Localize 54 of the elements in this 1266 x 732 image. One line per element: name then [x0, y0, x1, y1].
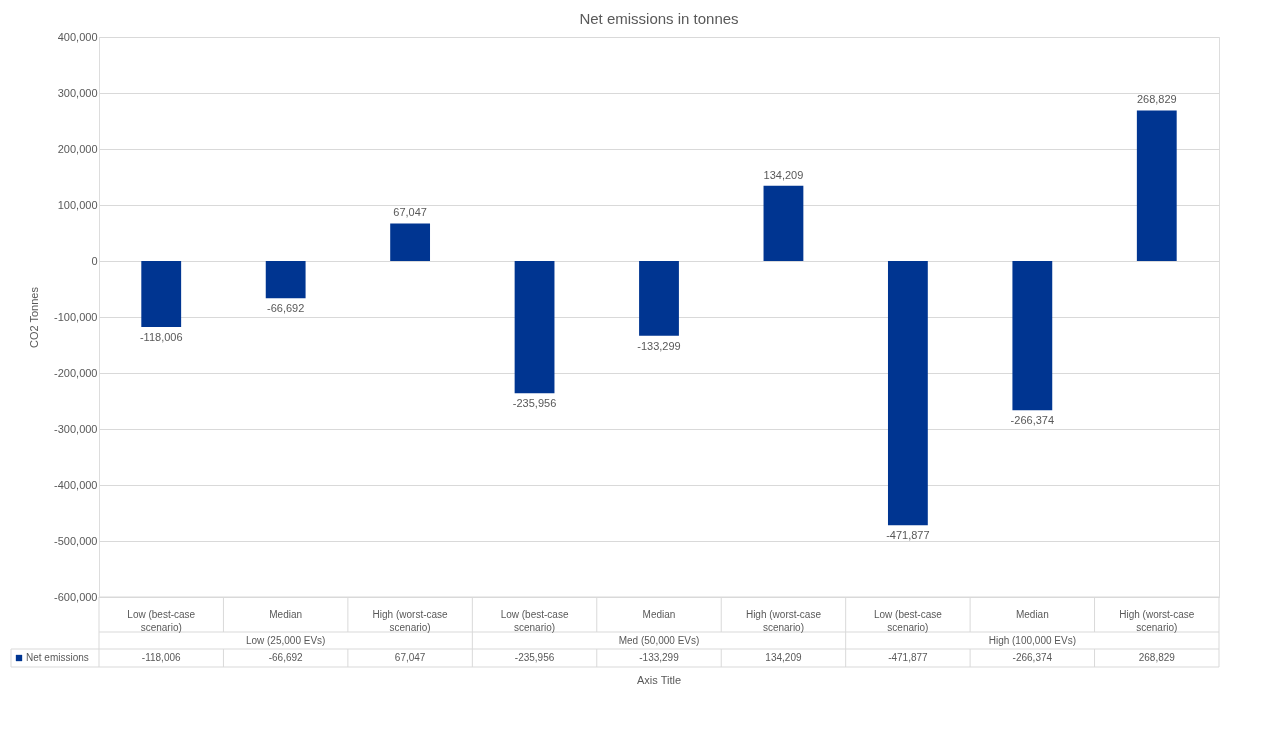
text: -266,374 — [1010, 414, 1055, 427]
x-tick-label: Low (best-case scenario) — [500, 608, 569, 633]
text: -471,877 — [886, 529, 930, 542]
y-tick-label: 400,000 — [57, 30, 98, 43]
y-tick-label: 0 — [91, 254, 98, 267]
data-label: -235,956 — [514, 652, 555, 663]
text: -235,956 — [512, 397, 557, 410]
y-tick-label: -600,000 — [54, 590, 98, 603]
data-label: 268,829 — [1138, 652, 1176, 663]
x-tick-label: Median — [642, 608, 676, 620]
bar — [390, 223, 431, 261]
bar — [265, 261, 306, 299]
y-tick-label: -100,000 — [54, 310, 98, 323]
text: 268,829 — [1136, 93, 1177, 106]
data-label: 134,209 — [765, 652, 802, 663]
y-tick-label: 200,000 — [57, 142, 98, 155]
text: 67,047 — [393, 206, 427, 219]
bar — [887, 261, 928, 526]
x-tick-label: High (worst-case scenario) — [1119, 608, 1195, 633]
text: Med (50,000 EVs) — [618, 634, 700, 646]
legend-label: Net emissions — [26, 652, 89, 663]
text: High (100,000 EVs) — [988, 634, 1076, 646]
x-tick-label: Median — [1015, 608, 1049, 620]
bar — [763, 185, 804, 261]
y-tick-label: -300,000 — [54, 422, 98, 435]
y-tick-label: -500,000 — [54, 534, 98, 547]
x-tick-label: High (worst-case scenario) — [372, 608, 449, 633]
y-tick-label: -400,000 — [54, 478, 98, 491]
bar — [639, 261, 679, 336]
data-label: -266,374 — [1012, 652, 1053, 663]
text: -66,692 — [267, 302, 305, 315]
x-tick-label: Low (best-case scenario) — [873, 608, 943, 633]
x-tick-label: High (worst-case scenario) — [745, 608, 822, 633]
chart-title: Net emissions in tonnes — [579, 10, 739, 27]
y-tick-label: -200,000 — [54, 366, 98, 379]
data-label: -471,877 — [888, 652, 929, 663]
x-tick-label: Median — [269, 608, 303, 620]
x-axis-title: Axis Title — [636, 674, 682, 686]
data-label: 67,047 — [394, 652, 426, 663]
bar — [1136, 110, 1177, 261]
text: Low (25,000 EVs) — [245, 634, 326, 646]
bar — [1012, 261, 1053, 411]
bar — [141, 261, 182, 328]
x-tick-label: Low (best-case scenario) — [127, 608, 196, 633]
data-label: -118,006 — [141, 652, 182, 663]
y-tick-label: 300,000 — [57, 86, 98, 99]
y-tick-label: 100,000 — [57, 198, 98, 211]
data-label: -66,692 — [268, 652, 304, 663]
text: 134,209 — [763, 168, 804, 181]
text: -118,006 — [139, 331, 183, 344]
bar — [514, 261, 555, 394]
text: -133,299 — [637, 339, 681, 352]
y-axis-title: CO2 Tonnes — [28, 286, 41, 348]
data-label: -133,299 — [639, 652, 680, 663]
